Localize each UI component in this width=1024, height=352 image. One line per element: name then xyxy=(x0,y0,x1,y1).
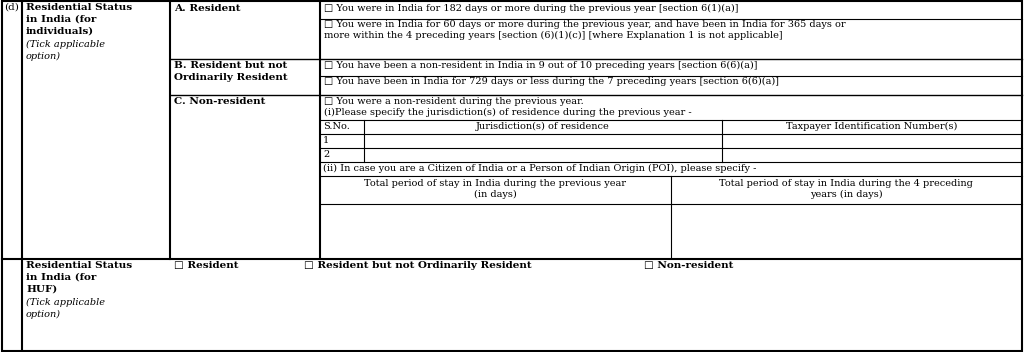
Text: Residential Status: Residential Status xyxy=(26,3,132,12)
Text: C. Non-resident: C. Non-resident xyxy=(174,97,265,106)
Text: □ You have been a non-resident in India in 9 out of 10 preceding years [section : □ You have been a non-resident in India … xyxy=(324,61,758,70)
Text: (Tick applicable: (Tick applicable xyxy=(26,40,105,49)
Text: Ordinarily Resident: Ordinarily Resident xyxy=(174,73,288,82)
Text: □ You were in India for 60 days or more during the previous year, and have been : □ You were in India for 60 days or more … xyxy=(324,20,846,29)
Text: 2: 2 xyxy=(323,150,330,159)
Text: □ Non-resident: □ Non-resident xyxy=(644,261,733,270)
Text: Total period of stay in India during the previous year: Total period of stay in India during the… xyxy=(364,179,626,188)
Text: Taxpayer Identification Number(s): Taxpayer Identification Number(s) xyxy=(786,122,957,131)
Text: HUF): HUF) xyxy=(26,285,57,294)
Text: S.No.: S.No. xyxy=(323,122,350,131)
Text: years (in days): years (in days) xyxy=(810,190,883,199)
Text: more within the 4 preceding years [section (6)(1)(c)] [where Explanation 1 is no: more within the 4 preceding years [secti… xyxy=(324,31,782,40)
Text: □ You were in India for 182 days or more during the previous year [section 6(1)(: □ You were in India for 182 days or more… xyxy=(324,4,738,13)
Text: □ Resident: □ Resident xyxy=(174,261,239,270)
Text: Total period of stay in India during the 4 preceding: Total period of stay in India during the… xyxy=(719,179,973,188)
Text: □ You have been in India for 729 days or less during the 7 preceding years [sect: □ You have been in India for 729 days or… xyxy=(324,77,779,86)
Text: 1: 1 xyxy=(323,136,330,145)
Text: in India (for: in India (for xyxy=(26,273,96,282)
Text: individuals): individuals) xyxy=(26,27,94,36)
Text: (i)Please specify the jurisdiction(s) of residence during the previous year -: (i)Please specify the jurisdiction(s) of… xyxy=(324,108,691,117)
Text: □ Resident but not Ordinarily Resident: □ Resident but not Ordinarily Resident xyxy=(304,261,531,270)
Text: option): option) xyxy=(26,310,61,319)
Text: Jurisdiction(s) of residence: Jurisdiction(s) of residence xyxy=(476,122,610,131)
Text: option): option) xyxy=(26,52,61,61)
Text: (ii) In case you are a Citizen of India or a Person of Indian Origin (POI), plea: (ii) In case you are a Citizen of India … xyxy=(323,164,757,173)
Text: A. Resident: A. Resident xyxy=(174,4,241,13)
Text: (in days): (in days) xyxy=(474,190,516,199)
Text: (d): (d) xyxy=(4,3,18,12)
Text: (Tick applicable: (Tick applicable xyxy=(26,298,105,307)
Text: B. Resident but not: B. Resident but not xyxy=(174,61,288,70)
Text: Residential Status: Residential Status xyxy=(26,261,132,270)
Text: in India (for: in India (for xyxy=(26,15,96,24)
Text: □ You were a non-resident during the previous year.: □ You were a non-resident during the pre… xyxy=(324,97,584,106)
